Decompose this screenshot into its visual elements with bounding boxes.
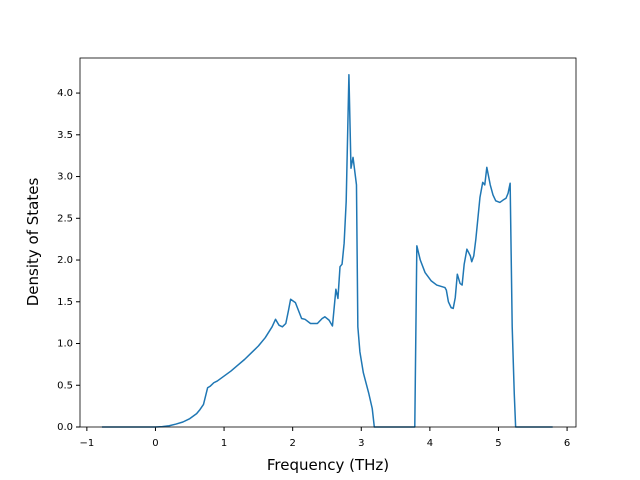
y-tick-label: 0.5: [57, 380, 73, 391]
y-tick-label: 1.0: [57, 339, 73, 350]
y-tick-label: 4.0: [57, 88, 73, 99]
x-tick-label: −1: [79, 438, 94, 449]
x-tick-label: 2: [289, 438, 295, 449]
y-tick-label: 3.5: [57, 130, 73, 141]
x-tick-label: 0: [152, 438, 158, 449]
x-tick-label: 1: [221, 438, 227, 449]
y-tick-label: 2.0: [57, 255, 73, 266]
data-line: [101, 73, 553, 428]
x-axis-label: Frequency (THz): [267, 456, 389, 474]
y-tick-label: 2.5: [57, 213, 73, 224]
y-tick-label: 0.0: [57, 422, 73, 433]
x-tick-label: 6: [564, 438, 570, 449]
y-axis-label: Density of States: [24, 178, 42, 307]
plot-frame: [79, 57, 577, 428]
y-tick-label: 1.5: [57, 297, 73, 308]
x-tick-label: 5: [495, 438, 501, 449]
y-tick-label: 3.0: [57, 172, 73, 183]
x-tick-label: 4: [427, 438, 433, 449]
x-tick-label: 3: [358, 438, 364, 449]
